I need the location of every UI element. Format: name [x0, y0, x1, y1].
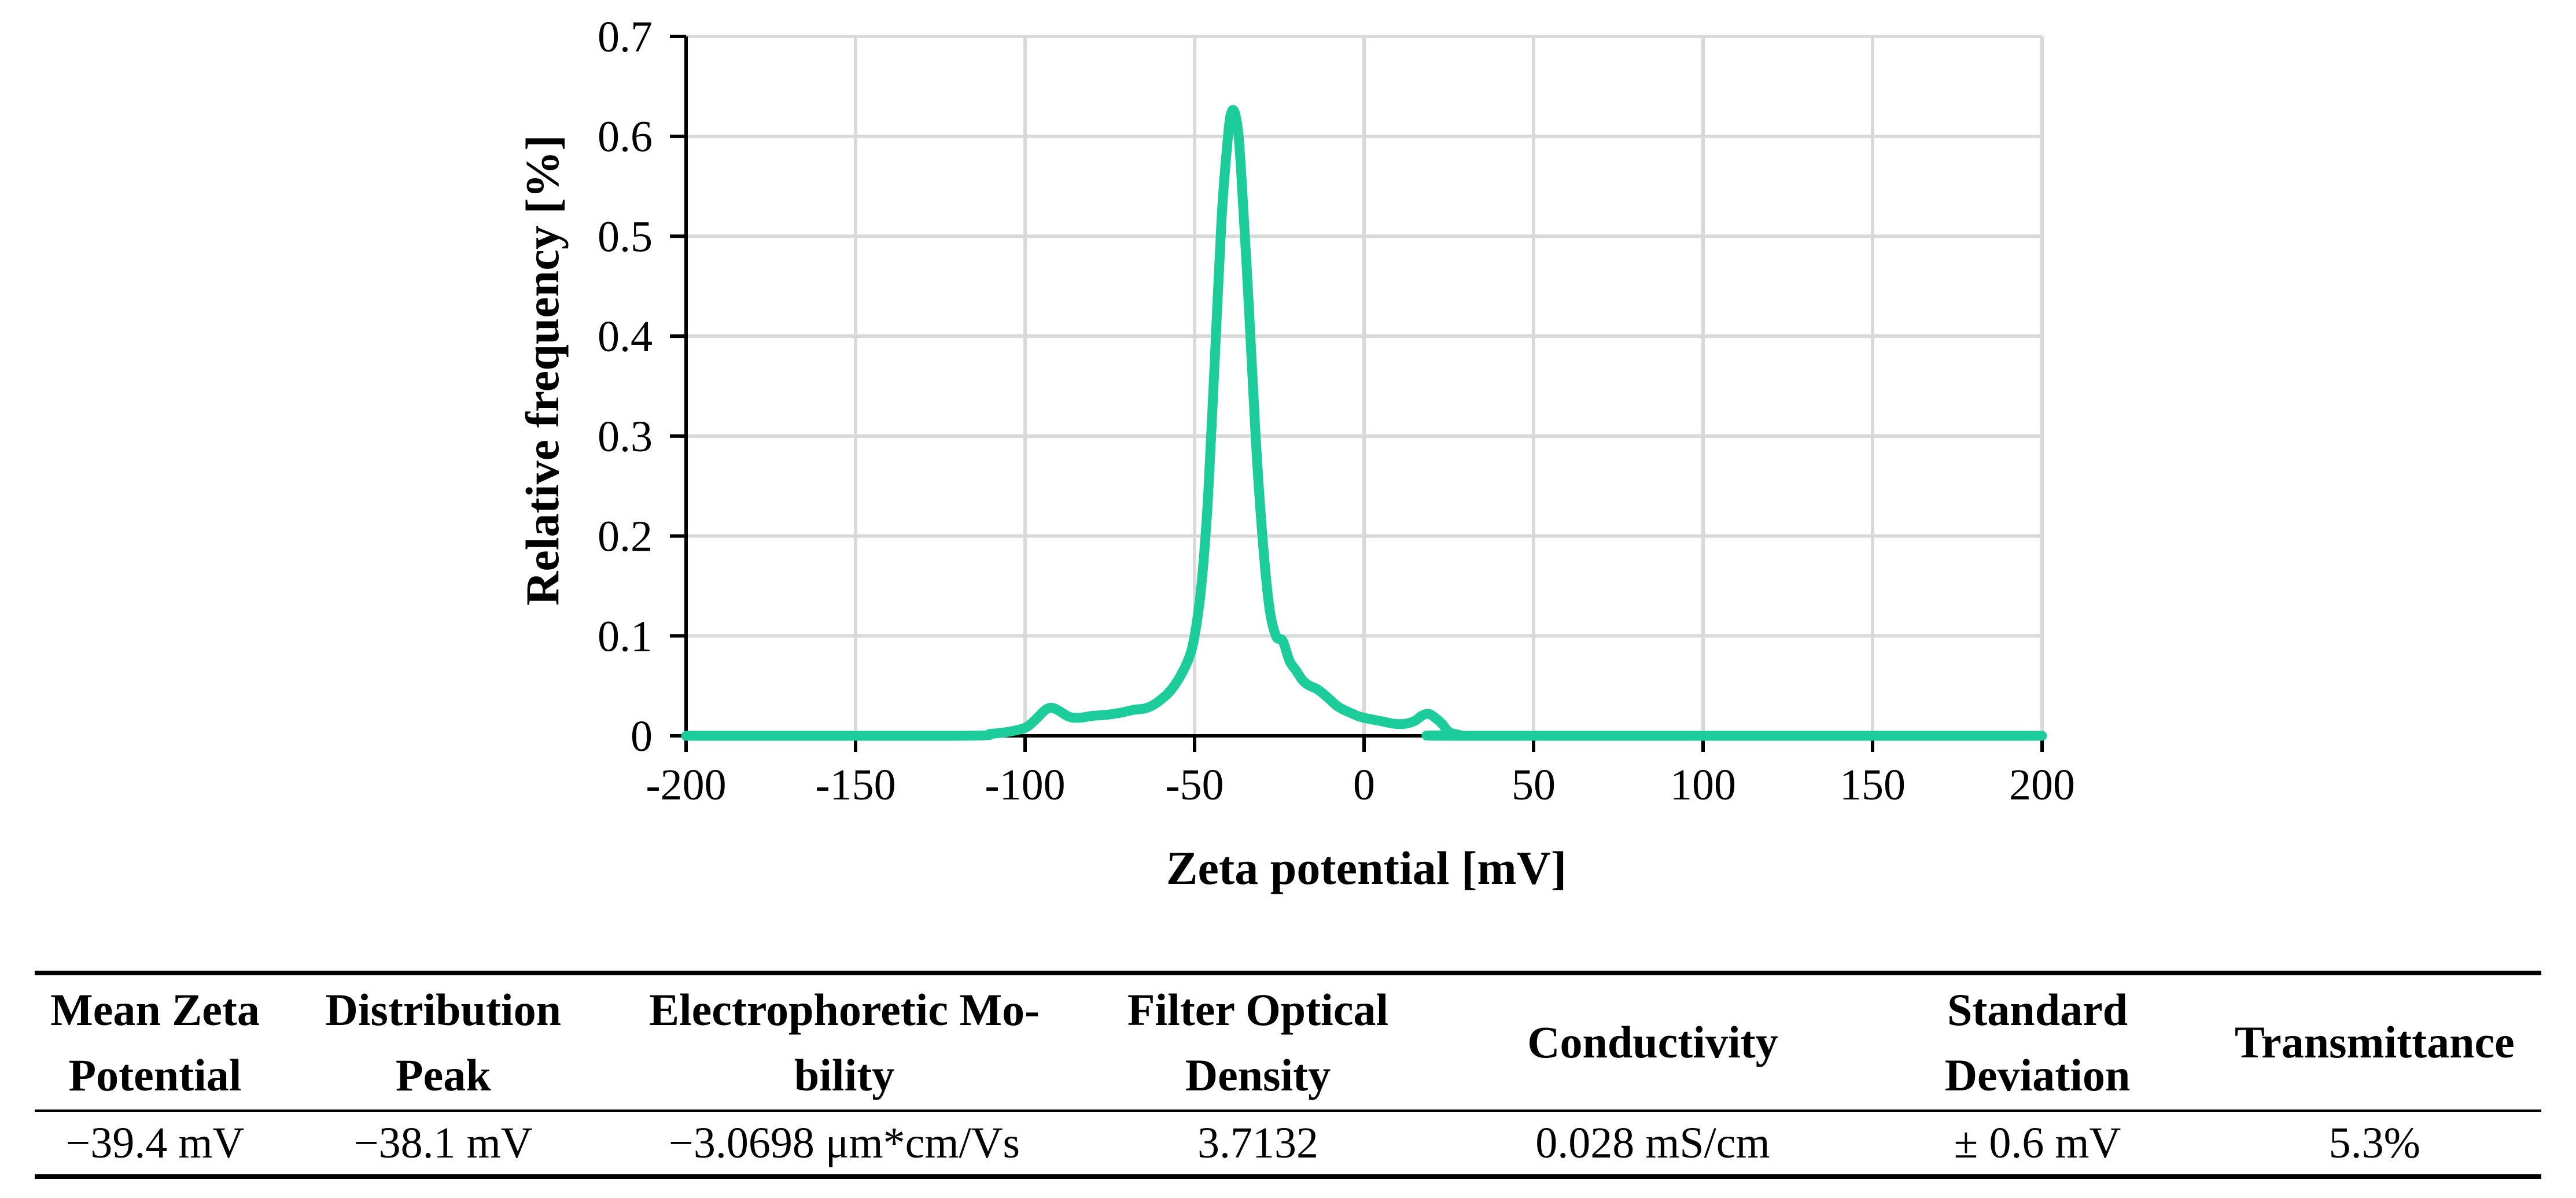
cell-transmittance: 5.3%: [2328, 1118, 2420, 1167]
y-tick-label: 0.2: [598, 513, 653, 561]
table-row: −39.4 mV −38.1 mV −3.0698 μm*cm/Vs 3.713…: [35, 1111, 2541, 1177]
y-tick-labels: 0 0.1 0.2 0.3 0.4 0.5 0.6 0.7: [598, 13, 653, 761]
chart-grid: [686, 35, 2044, 736]
x-tick-label: 100: [1670, 761, 1736, 809]
cell-distribution-peak: −38.1 mV: [353, 1118, 533, 1167]
chart-axes: [670, 35, 2044, 752]
y-tick-label: 0.3: [598, 412, 653, 461]
y-tick-label: 0.7: [598, 13, 653, 61]
x-axis-title: Zeta potential [mV]: [1166, 842, 1567, 894]
x-tick-labels: -200 -150 -100 -50 0 50 100 150 200: [646, 761, 2075, 809]
cell-filter-optical-density: 3.7132: [1197, 1118, 1318, 1167]
x-tick-label: 50: [1512, 761, 1556, 809]
x-tick-label: -100: [985, 761, 1065, 809]
cell-electrophoretic-mobility: −3.0698 μm*cm/Vs: [668, 1118, 1020, 1167]
zeta-properties-table: Mean Zeta Potential Distribution Peak Elec…: [35, 971, 2541, 1179]
header-filter-optical-density: Filter Optical Density: [1127, 984, 1389, 1100]
x-tick-label: 150: [1840, 761, 1906, 809]
x-tick-label: -50: [1165, 761, 1223, 809]
y-tick-label: 0.5: [598, 212, 653, 261]
zeta-potential-chart: 0 0.1 0.2 0.3 0.4 0.5 0.6 0.7 -200 -150 -100 -50 0 5…: [516, 13, 2075, 894]
x-tick-label: 0: [1353, 761, 1375, 809]
y-tick-label: 0.4: [598, 312, 653, 361]
cell-mean-zeta-potential: −39.4 mV: [65, 1118, 245, 1167]
y-axis-title: Relative frequency [%]: [516, 135, 569, 606]
chart-series: [681, 105, 2047, 741]
y-tick-label: 0: [631, 712, 653, 761]
table-header-row: Mean Zeta Potential Distribution Peak Elec…: [35, 973, 2541, 1111]
header-mean-zeta-potential: Mean Zeta Potential: [50, 984, 260, 1100]
header-distribution-peak: Distribution Peak: [325, 984, 561, 1100]
header-transmittance: Transmittance: [2234, 1017, 2515, 1068]
header-conductivity: Conductivity: [1527, 1017, 1778, 1068]
x-tick-label: 200: [2009, 761, 2075, 809]
cell-conductivity: 0.028 mS/cm: [1535, 1118, 1770, 1167]
x-tick-label: -200: [646, 761, 726, 809]
y-tick-label: 0.1: [598, 612, 653, 661]
y-tick-label: 0.6: [598, 113, 653, 161]
header-standard-deviation: Standard Deviation: [1944, 984, 2131, 1100]
header-electrophoretic-mobility: Electrophoretic Mo-bility: [648, 984, 1040, 1100]
x-tick-label: -150: [815, 761, 895, 809]
cell-standard-deviation: ± 0.6 mV: [1954, 1118, 2121, 1167]
series-line: [681, 105, 2047, 741]
